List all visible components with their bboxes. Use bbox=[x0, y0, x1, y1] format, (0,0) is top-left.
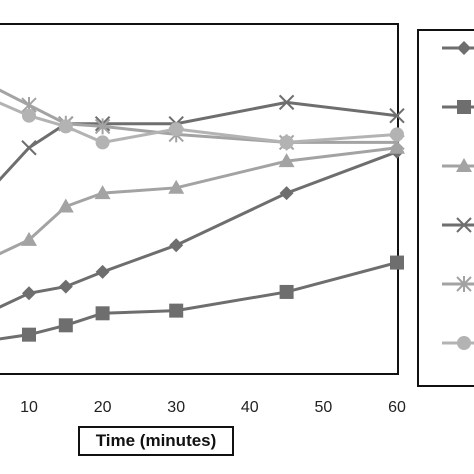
legend bbox=[442, 41, 474, 350]
legend-entry-square bbox=[442, 100, 474, 114]
legend-entry-circle bbox=[442, 336, 474, 350]
data-point-circle bbox=[169, 122, 184, 137]
data-point-diamond bbox=[279, 186, 294, 201]
data-point-diamond bbox=[169, 238, 184, 253]
plot-area bbox=[0, 23, 399, 375]
data-point-square bbox=[58, 318, 73, 333]
data-point-diamond bbox=[58, 279, 73, 294]
series-circle bbox=[0, 101, 404, 150]
legend-marker-triangle bbox=[456, 158, 472, 172]
data-point-square bbox=[390, 255, 404, 270]
data-point-x bbox=[278, 94, 295, 111]
x-tick-label: 30 bbox=[167, 399, 185, 416]
data-point-circle bbox=[279, 135, 294, 150]
x-tick-label: 60 bbox=[388, 399, 406, 416]
data-point-square bbox=[95, 306, 110, 321]
chart-marks bbox=[0, 88, 405, 342]
data-point-x bbox=[21, 140, 37, 156]
data-point-diamond bbox=[22, 286, 36, 301]
data-point-square bbox=[279, 284, 294, 299]
data-point-diamond bbox=[95, 264, 110, 279]
x-tick-label: 10 bbox=[20, 399, 38, 416]
data-point-square bbox=[22, 327, 36, 342]
legend-entry-triangle bbox=[442, 158, 474, 172]
legend-entry-star bbox=[442, 276, 474, 292]
legend-marker-x bbox=[456, 217, 472, 233]
data-point-triangle bbox=[21, 231, 37, 246]
data-point-triangle bbox=[168, 179, 185, 194]
legend-marker-circle bbox=[457, 336, 471, 350]
legend-box bbox=[417, 29, 474, 387]
data-point-triangle bbox=[57, 198, 74, 213]
data-point-x bbox=[389, 108, 405, 124]
legend-entry-x bbox=[442, 217, 474, 233]
legend-marker-diamond bbox=[457, 41, 471, 55]
x-axis-title: Time (minutes) bbox=[78, 426, 234, 456]
data-point-star bbox=[94, 118, 111, 135]
data-point-circle bbox=[58, 119, 73, 134]
x-tick-label: 20 bbox=[94, 399, 112, 416]
data-point-circle bbox=[22, 108, 36, 123]
data-point-triangle bbox=[94, 185, 111, 200]
series-square bbox=[0, 255, 404, 342]
legend-marker-square bbox=[457, 100, 471, 114]
x-tick-label: 40 bbox=[241, 399, 259, 416]
data-point-triangle bbox=[278, 153, 295, 168]
data-point-circle bbox=[95, 135, 110, 150]
legend-entry-diamond bbox=[442, 41, 474, 55]
data-point-square bbox=[169, 303, 184, 318]
data-point-circle bbox=[390, 127, 404, 142]
x-tick-label: 50 bbox=[315, 399, 333, 416]
legend-marker-star bbox=[456, 276, 472, 292]
x-axis: 10 20 30 40 50 60 bbox=[20, 399, 406, 416]
